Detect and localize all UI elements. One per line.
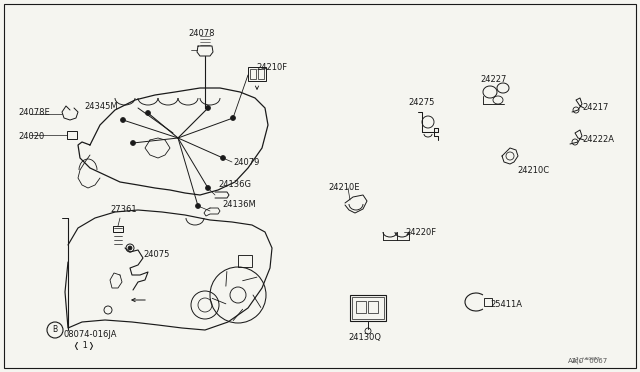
Text: B: B [52, 326, 58, 334]
Circle shape [205, 186, 211, 190]
Circle shape [120, 118, 125, 122]
Text: 08074-016JA: 08074-016JA [63, 330, 116, 339]
Text: 24136M: 24136M [222, 200, 256, 209]
Circle shape [145, 110, 150, 115]
Text: 24020: 24020 [18, 132, 44, 141]
Text: 24227: 24227 [480, 75, 506, 84]
Text: 24210F: 24210F [256, 63, 287, 72]
Bar [238, 255, 252, 267]
Bar [356, 301, 366, 313]
Bar [67, 131, 77, 139]
Text: 24079: 24079 [233, 158, 259, 167]
Text: 24210C: 24210C [517, 166, 549, 175]
Bar [368, 301, 378, 313]
Text: 24222A: 24222A [582, 135, 614, 144]
Text: 24130Q: 24130Q [348, 333, 381, 342]
Text: 24078: 24078 [188, 29, 214, 38]
Bar [352, 297, 384, 319]
Text: ❬ 1❭: ❬ 1❭ [73, 341, 95, 350]
Text: 24220F: 24220F [405, 228, 436, 237]
Text: 24217: 24217 [582, 103, 609, 112]
Bar [248, 67, 266, 81]
Circle shape [221, 155, 225, 160]
Bar [258, 69, 264, 79]
Text: 24075: 24075 [143, 250, 170, 259]
Circle shape [131, 141, 136, 145]
Circle shape [128, 246, 132, 250]
Circle shape [47, 322, 63, 338]
Text: 24078E: 24078E [18, 108, 50, 117]
Bar [350, 295, 386, 321]
Text: 24345M: 24345M [84, 102, 118, 111]
Bar [113, 226, 123, 232]
Bar [250, 69, 256, 79]
Text: 27361: 27361 [110, 205, 136, 214]
Text: 25411A: 25411A [490, 300, 522, 309]
Text: 24136G: 24136G [218, 180, 251, 189]
Text: A2(0^0067: A2(0^0067 [568, 358, 608, 365]
Text: 24210E: 24210E [328, 183, 360, 192]
Text: A²₀ˆ°⁰⁰⁶⁷: A²₀ˆ°⁰⁰⁶⁷ [572, 358, 600, 364]
Circle shape [205, 106, 211, 110]
Text: 24275: 24275 [408, 98, 435, 107]
Bar [484, 298, 492, 306]
Circle shape [195, 203, 200, 208]
Circle shape [230, 115, 236, 121]
